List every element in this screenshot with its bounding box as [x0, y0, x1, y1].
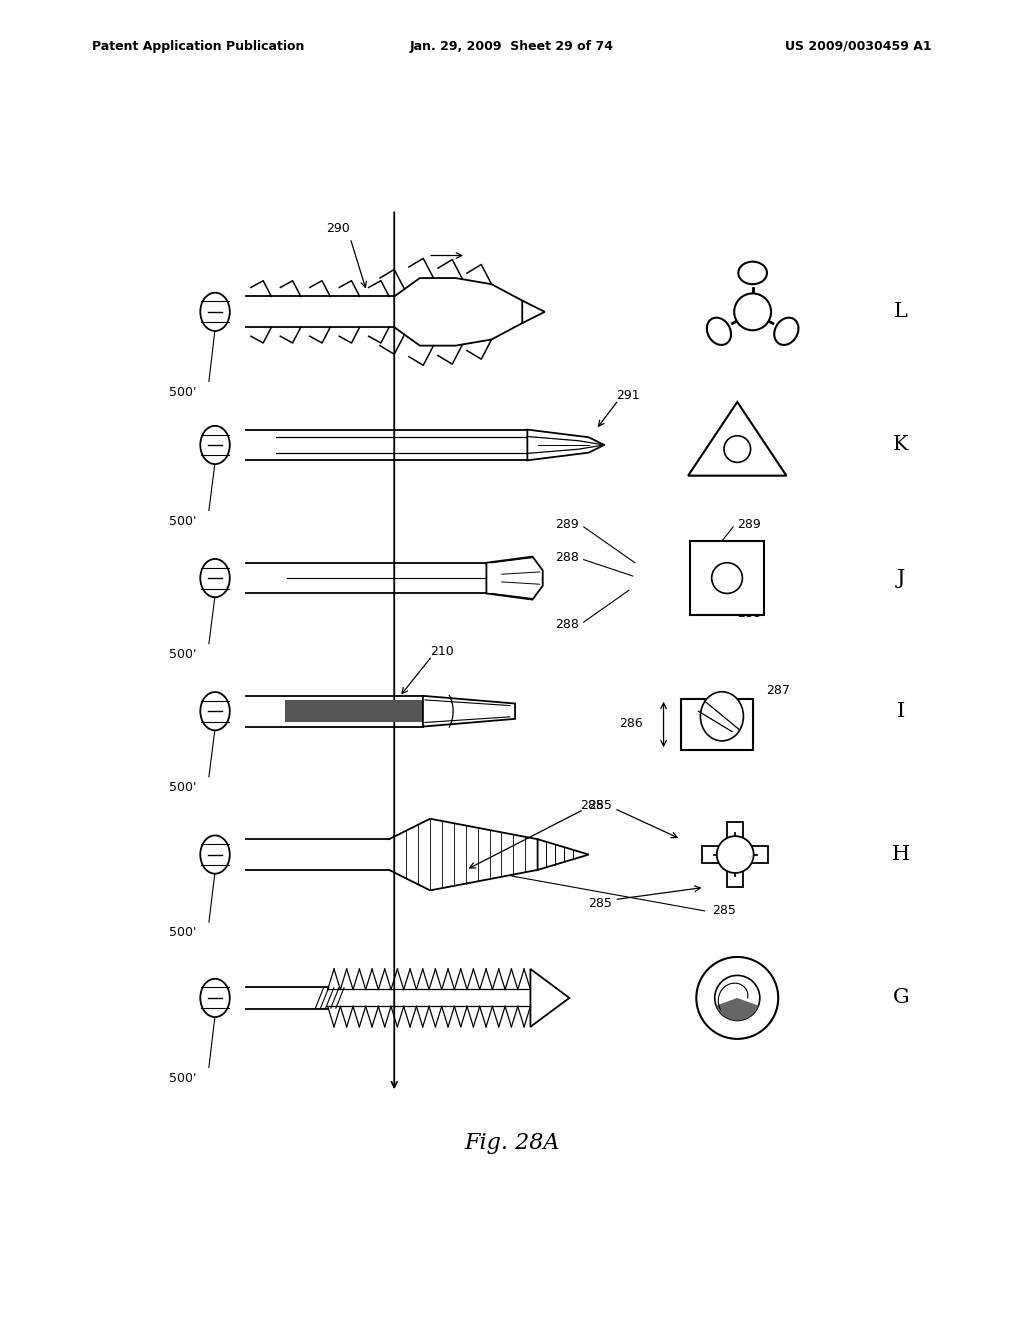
Circle shape	[717, 836, 754, 873]
Polygon shape	[423, 696, 515, 726]
Text: 285: 285	[589, 799, 612, 812]
Circle shape	[696, 957, 778, 1039]
Ellipse shape	[201, 692, 229, 730]
Polygon shape	[522, 301, 545, 323]
Text: 210: 210	[430, 645, 454, 659]
Text: 289: 289	[555, 519, 579, 532]
Text: 285: 285	[712, 904, 735, 917]
Polygon shape	[527, 429, 604, 461]
Ellipse shape	[201, 426, 229, 465]
Circle shape	[715, 975, 760, 1020]
Text: L: L	[894, 302, 908, 321]
Polygon shape	[389, 820, 538, 890]
Text: 500': 500'	[169, 927, 196, 940]
Text: 500': 500'	[169, 781, 196, 793]
Polygon shape	[538, 840, 589, 870]
Polygon shape	[394, 279, 522, 346]
Text: 285: 285	[581, 799, 604, 812]
Bar	[727, 865, 743, 887]
Text: Fig. 28A: Fig. 28A	[464, 1133, 560, 1154]
Polygon shape	[688, 403, 786, 475]
Polygon shape	[530, 969, 569, 1027]
Text: 500': 500'	[169, 648, 196, 661]
Text: K: K	[893, 436, 909, 454]
Text: 286: 286	[620, 717, 643, 730]
Text: J: J	[897, 569, 905, 587]
Text: US 2009/0030459 A1: US 2009/0030459 A1	[785, 40, 932, 53]
Text: 500': 500'	[169, 1072, 196, 1085]
Ellipse shape	[707, 318, 731, 345]
Text: 500': 500'	[169, 385, 196, 399]
Text: 500': 500'	[169, 515, 196, 528]
Bar	[690, 541, 764, 615]
Bar	[681, 698, 753, 750]
Ellipse shape	[700, 692, 743, 741]
Text: H: H	[892, 845, 910, 865]
Text: 291: 291	[616, 389, 640, 403]
Circle shape	[712, 562, 742, 594]
Bar	[745, 846, 768, 863]
Wedge shape	[716, 998, 759, 1020]
Bar	[727, 822, 743, 845]
Ellipse shape	[738, 261, 767, 284]
Circle shape	[734, 293, 771, 330]
Ellipse shape	[774, 318, 799, 345]
Text: I: I	[897, 702, 905, 721]
Text: 288: 288	[555, 618, 579, 631]
Text: Jan. 29, 2009  Sheet 29 of 74: Jan. 29, 2009 Sheet 29 of 74	[410, 40, 614, 53]
Circle shape	[724, 436, 751, 462]
Bar	[702, 846, 725, 863]
Text: Patent Application Publication: Patent Application Publication	[92, 40, 304, 53]
Polygon shape	[486, 557, 543, 599]
Ellipse shape	[201, 558, 229, 597]
Text: G: G	[893, 989, 909, 1007]
Ellipse shape	[201, 978, 229, 1018]
Text: 290: 290	[326, 222, 350, 235]
Text: 288: 288	[737, 607, 761, 620]
Text: 288: 288	[555, 552, 579, 564]
Ellipse shape	[201, 293, 229, 331]
Text: 289: 289	[737, 519, 761, 532]
Text: 285: 285	[589, 898, 612, 911]
Ellipse shape	[201, 836, 229, 874]
Text: 287: 287	[766, 684, 790, 697]
